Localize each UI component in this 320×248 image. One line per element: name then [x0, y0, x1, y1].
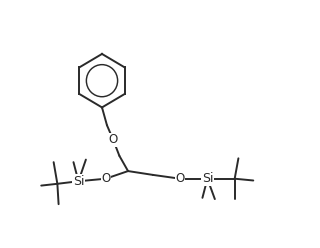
Text: O: O [175, 172, 185, 185]
Text: O: O [108, 133, 118, 146]
Text: Si: Si [73, 175, 84, 188]
Text: O: O [101, 172, 110, 185]
Text: Si: Si [202, 172, 213, 185]
